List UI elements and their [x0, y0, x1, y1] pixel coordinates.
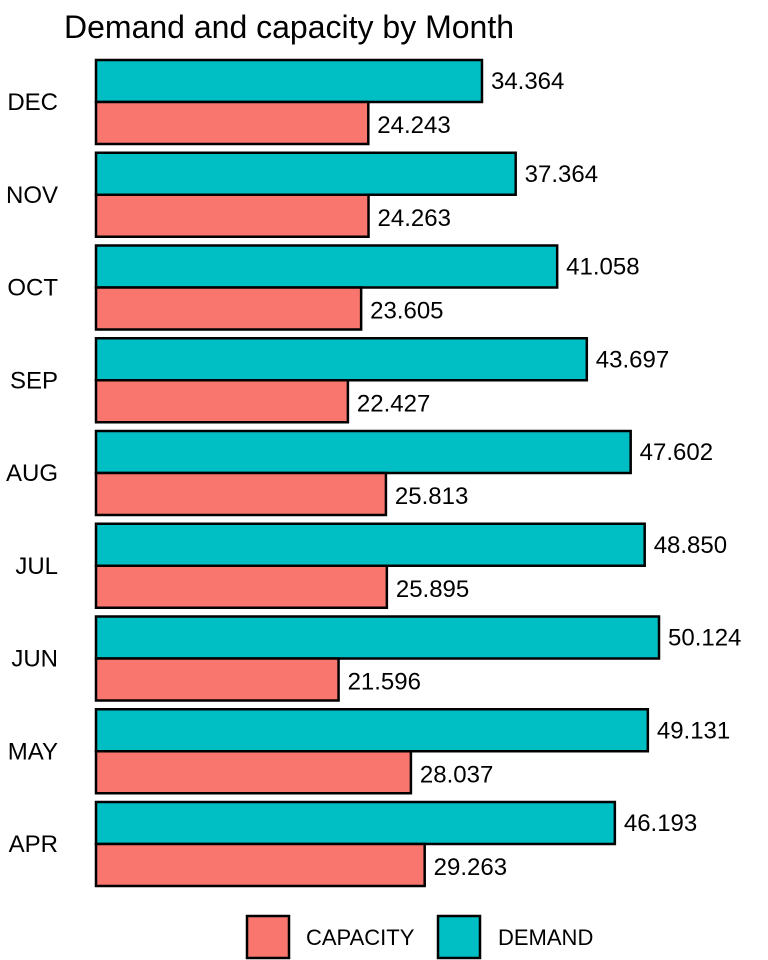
bar-capacity-nov: [94, 193, 370, 238]
bar-demand-apr: [94, 800, 617, 846]
legend-label-demand: DEMAND: [498, 925, 593, 950]
bar-capacity-apr: [94, 842, 426, 888]
category-label-apr: APR: [9, 831, 58, 858]
value-label-demand-may: 49.131: [657, 717, 730, 744]
value-label-capacity-may: 28.037: [420, 761, 493, 788]
value-label-demand-apr: 46.193: [624, 810, 697, 837]
category-label-sep: SEP: [10, 367, 58, 394]
category-label-dec: DEC: [7, 89, 58, 116]
value-label-demand-aug: 47.602: [640, 439, 713, 466]
bar-capacity-dec: [94, 100, 370, 146]
chart-title: Demand and capacity by Month: [64, 9, 514, 45]
bar-demand-may: [94, 708, 650, 753]
bar-demand-sep: [94, 337, 589, 382]
bar-capacity-aug: [94, 471, 388, 517]
value-label-demand-dec: 34.364: [491, 68, 564, 95]
category-label-oct: OCT: [7, 275, 58, 302]
legend-swatch-capacity: [245, 914, 291, 960]
bar-capacity-sep: [94, 379, 350, 424]
value-label-demand-jun: 50.124: [668, 625, 741, 652]
bar-demand-jul: [94, 522, 646, 567]
value-label-demand-nov: 37.364: [525, 161, 598, 188]
value-label-capacity-aug: 25.813: [395, 483, 468, 510]
value-label-demand-sep: 43.697: [596, 346, 669, 373]
value-label-capacity-oct: 23.605: [370, 298, 443, 325]
value-label-capacity-sep: 22.427: [357, 390, 430, 417]
legend-swatch-demand: [436, 914, 482, 960]
bar-capacity-may: [94, 750, 413, 795]
legend: CAPACITY DEMAND: [245, 914, 593, 960]
legend-label-capacity: CAPACITY: [306, 925, 415, 950]
value-label-capacity-jul: 25.895: [396, 576, 469, 603]
value-label-demand-oct: 41.058: [566, 254, 639, 281]
bar-demand-nov: [94, 151, 517, 196]
value-label-capacity-apr: 29.263: [434, 854, 507, 881]
value-label-capacity-dec: 24.243: [377, 112, 450, 139]
category-labels: DEC NOV OCT SEP AUG JUL JUN MAY APR: [6, 89, 58, 858]
bar-demand-jun: [94, 615, 661, 660]
value-labels: 34.364 24.243 37.364 24.263 41.058 23.605 43.6…: [348, 68, 742, 881]
bar-demand-aug: [94, 429, 632, 475]
value-label-demand-jul: 48.850: [654, 532, 727, 559]
value-label-capacity-jun: 21.596: [348, 669, 421, 696]
category-label-jun: JUN: [11, 646, 58, 673]
bar-capacity-oct: [94, 286, 363, 331]
bar-capacity-jul: [94, 564, 389, 609]
category-label-aug: AUG: [6, 460, 58, 487]
bar-demand-oct: [94, 244, 559, 289]
bar-demand-dec: [94, 58, 484, 104]
category-label-nov: NOV: [6, 182, 58, 209]
value-label-capacity-nov: 24.263: [378, 205, 451, 232]
category-label-jul: JUL: [15, 553, 58, 580]
bar-capacity-jun: [94, 657, 340, 702]
bars-group: [94, 58, 661, 888]
category-label-may: MAY: [8, 738, 58, 765]
